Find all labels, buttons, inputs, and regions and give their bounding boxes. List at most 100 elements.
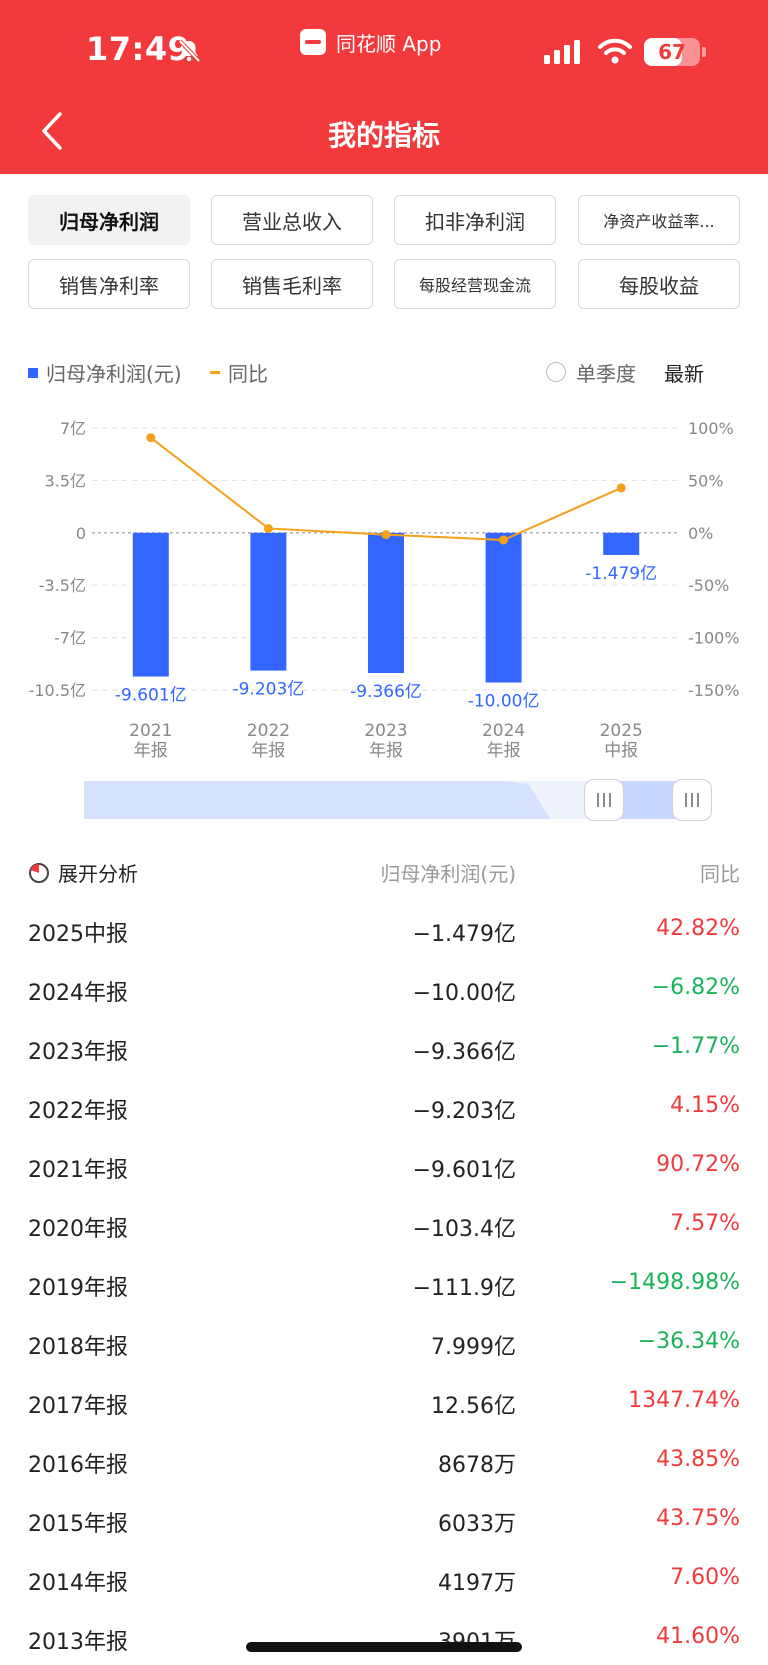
row-yoy: −6.82% xyxy=(651,975,740,1000)
row-period: 2024年报 xyxy=(28,981,128,1006)
row-value: 12.56亿 xyxy=(431,1394,516,1419)
row-value: 8678万 xyxy=(438,1453,516,1478)
x-axis-year-label: 2023 xyxy=(364,721,407,741)
range-slider[interactable] xyxy=(74,777,714,821)
row-value: 6033万 xyxy=(438,1512,516,1537)
column-header-value: 归母净利润(元) xyxy=(380,862,516,886)
row-period: 2016年报 xyxy=(28,1453,128,1478)
table-row[interactable]: 2017年报 12.56亿 1347.74% xyxy=(28,1374,740,1433)
battery-icon: 67 xyxy=(644,38,700,66)
back-arrow-icon[interactable] xyxy=(34,108,74,154)
app-logo-icon xyxy=(300,29,326,55)
bell-muted-icon xyxy=(178,39,201,63)
single-quarter-label[interactable]: 单季度 xyxy=(576,362,636,386)
row-period: 2025中报 xyxy=(28,922,128,947)
right-axis-tick-label: -100% xyxy=(688,629,740,648)
x-axis-period-label: 中报 xyxy=(604,741,638,761)
wifi-icon xyxy=(598,38,632,64)
tab-roe[interactable]: 净资产收益率... xyxy=(578,195,740,245)
bar-data-label: -9.366亿 xyxy=(350,682,422,702)
table-row[interactable]: 2013年报3901万41.60% xyxy=(28,1610,740,1665)
table-row[interactable]: 2023年报 −9.366亿 −1.77% xyxy=(28,1020,740,1079)
tab-net-margin[interactable]: 销售净利率 xyxy=(28,259,190,309)
bar-data-label: -9.203亿 xyxy=(232,680,304,700)
right-axis-tick-label: -150% xyxy=(688,681,740,700)
row-value: −103.4亿 xyxy=(412,1217,516,1242)
row-value: −9.366亿 xyxy=(412,1040,516,1065)
table-row[interactable]: 2021年报 −9.601亿 90.72% xyxy=(28,1138,740,1197)
row-value: 7.999亿 xyxy=(431,1335,516,1360)
row-yoy: 7.60% xyxy=(670,1565,740,1590)
battery-tip xyxy=(702,47,706,57)
expand-analysis-button[interactable]: 展开分析 xyxy=(58,862,138,886)
right-axis-tick-label: 50% xyxy=(688,471,724,490)
page-title: 我的指标 xyxy=(327,119,440,152)
x-axis-year-label: 2022 xyxy=(247,721,290,741)
cellular-signal-icon xyxy=(544,40,580,64)
row-value: −1.479亿 xyxy=(412,922,516,947)
table-row[interactable]: 2014年报 4197万 7.60% xyxy=(28,1551,740,1610)
pie-chart-icon xyxy=(29,863,49,883)
row-yoy: 43.85% xyxy=(656,1447,740,1472)
row-value: 4197万 xyxy=(438,1571,516,1596)
row-period: 2017年报 xyxy=(28,1394,128,1419)
bar xyxy=(603,532,640,555)
left-axis-tick-label: -3.5亿 xyxy=(39,576,86,595)
legend-net-profit: 归母净利润(元) xyxy=(46,362,182,386)
yoy-point xyxy=(499,535,509,545)
left-axis-tick-label: 0 xyxy=(76,524,86,543)
row-period: 2023年报 xyxy=(28,1040,128,1065)
left-axis-tick-label: -7亿 xyxy=(54,629,86,648)
tab-total-revenue[interactable]: 营业总收入 xyxy=(211,195,373,245)
row-period: 2021年报 xyxy=(28,1158,128,1183)
row-yoy: 1347.74% xyxy=(628,1388,740,1413)
x-axis-period-label: 年报 xyxy=(134,741,168,761)
bar-data-label: -9.601亿 xyxy=(115,686,187,706)
tab-operating-cashflow-per-share[interactable]: 每股经营现金流 xyxy=(394,259,556,309)
source-app-label[interactable]: 同花顺 App xyxy=(300,24,441,60)
table-row[interactable]: 2018年报 7.999亿 −36.34% xyxy=(28,1315,740,1374)
row-value: −9.601亿 xyxy=(412,1158,516,1183)
left-axis-tick-label: 3.5亿 xyxy=(45,471,86,490)
table-row[interactable]: 2020年报 −103.4亿 7.57% xyxy=(28,1197,740,1256)
tab-deducted-net-profit[interactable]: 扣非净利润 xyxy=(394,195,556,245)
yoy-point xyxy=(616,483,626,493)
line-legend-swatch xyxy=(210,371,220,374)
table-row[interactable]: 2016年报 8678万 43.85% xyxy=(28,1433,740,1492)
right-axis-tick-label: 0% xyxy=(688,524,713,543)
table-row[interactable]: 2024年报 −10.00亿 −6.82% xyxy=(28,961,740,1020)
left-axis-tick-label: 7亿 xyxy=(60,419,86,438)
tab-gross-margin[interactable]: 销售毛利率 xyxy=(211,259,373,309)
row-yoy: −1498.98% xyxy=(609,1270,740,1295)
slider-handle-right[interactable] xyxy=(672,779,712,821)
row-period: 2022年报 xyxy=(28,1099,128,1124)
row-period: 2013年报 xyxy=(28,1630,128,1655)
home-indicator xyxy=(246,1642,522,1652)
battery-level: 67 xyxy=(658,40,686,64)
row-period: 2018年报 xyxy=(28,1335,128,1360)
row-yoy: 4.15% xyxy=(670,1093,740,1118)
right-axis-tick-label: 100% xyxy=(688,419,734,438)
latest-toggle[interactable]: 最新 xyxy=(664,362,704,386)
slider-handle-left[interactable] xyxy=(584,779,624,821)
table-row[interactable]: 2022年报 −9.203亿 4.15% xyxy=(28,1079,740,1138)
x-axis-year-label: 2024 xyxy=(482,721,525,741)
row-yoy: 41.60% xyxy=(656,1624,740,1649)
yoy-point xyxy=(263,523,273,533)
yoy-point xyxy=(381,530,391,540)
row-period: 2019年报 xyxy=(28,1276,128,1301)
row-yoy: −1.77% xyxy=(651,1034,740,1059)
app-name: 同花顺 App xyxy=(336,31,442,56)
table-row[interactable]: 2019年报 −111.9亿 −1498.98% xyxy=(28,1256,740,1315)
tab-eps[interactable]: 每股收益 xyxy=(578,259,740,309)
bar xyxy=(132,532,169,677)
single-quarter-radio[interactable] xyxy=(546,362,566,382)
x-axis-period-label: 年报 xyxy=(251,741,285,761)
table-row[interactable]: 2025中报 −1.479亿 42.82% xyxy=(28,902,740,961)
row-yoy: 90.72% xyxy=(656,1152,740,1177)
status-time: 17:49 xyxy=(86,30,191,68)
row-period: 2014年报 xyxy=(28,1571,128,1596)
row-period: 2020年报 xyxy=(28,1217,128,1242)
table-row[interactable]: 2015年报 6033万 43.75% xyxy=(28,1492,740,1551)
tab-net-profit[interactable]: 归母净利润 xyxy=(28,195,190,245)
